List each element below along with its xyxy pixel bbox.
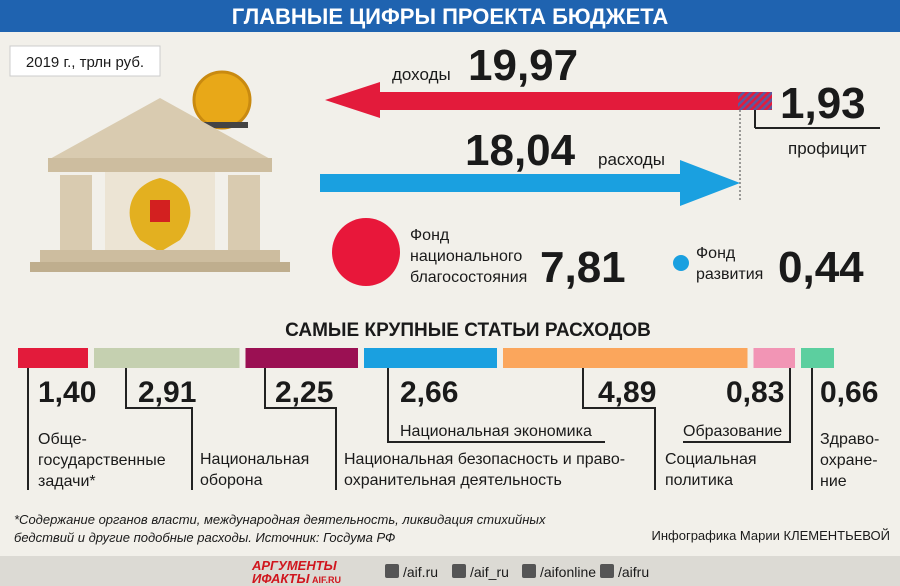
footer-bar	[0, 556, 900, 586]
expense-value: 0,83	[726, 376, 784, 409]
expense-label: Социальная	[665, 451, 757, 468]
social-handle: /aifru	[618, 564, 649, 580]
social-handle: /aifonline	[540, 564, 596, 580]
title-banner	[0, 0, 900, 32]
expense-label: Обще-	[38, 431, 87, 448]
spending-value: 18,04	[465, 126, 576, 175]
fund-label: национального	[410, 248, 522, 265]
fund-label: Фонд	[696, 245, 736, 262]
expense-label: политика	[665, 472, 733, 489]
building-icon	[30, 70, 290, 272]
social-handle: /aif.ru	[403, 564, 438, 580]
expense-value: 4,89	[598, 376, 656, 409]
expense-label: ние	[820, 473, 847, 490]
expense-label: Здраво-	[820, 431, 879, 448]
revenue-arrow	[325, 82, 740, 118]
expense-label: оборона	[200, 472, 263, 489]
fund-label: Фонд	[410, 227, 450, 244]
fund-label: развития	[696, 266, 763, 283]
leader-line	[683, 368, 791, 443]
social-handle: /aif_ru	[470, 564, 509, 580]
expense-label: задачи*	[38, 473, 96, 490]
title: ГЛАВНЫЕ ЦИФРЫ ПРОЕКТА БЮДЖЕТА	[232, 4, 669, 29]
expense-segment	[364, 348, 497, 368]
expense-segment	[245, 348, 358, 368]
social-icon	[385, 564, 399, 578]
social-icon	[600, 564, 614, 578]
leader-line	[125, 368, 193, 490]
logo: ИФАКТЫ	[252, 571, 310, 586]
leader-line	[582, 368, 656, 490]
expense-segment	[18, 348, 88, 368]
expense-label: Национальная безопасность и право-	[344, 451, 625, 468]
fund-dot	[332, 218, 400, 286]
fund-label: благосостояния	[410, 269, 527, 286]
footnote: бедствий и другие подобные расходы. Исто…	[14, 530, 395, 545]
spending-label: расходы	[598, 150, 665, 169]
expense-label: охранительная деятельность	[344, 472, 562, 489]
expense-segment	[753, 348, 795, 368]
surplus-label: профицит	[788, 139, 867, 158]
revenue-value: 19,97	[468, 41, 578, 90]
expense-segment	[503, 348, 748, 368]
surplus-part	[738, 92, 772, 110]
expense-value: 2,91	[138, 376, 196, 409]
revenue-label: доходы	[392, 65, 451, 84]
logo: AIF.RU	[312, 575, 341, 585]
logo: АРГУМЕНТЫ	[251, 558, 338, 573]
fund-dot	[673, 255, 689, 271]
expense-label: Национальная	[200, 451, 309, 468]
expense-segment	[94, 348, 240, 368]
unit-box	[9, 45, 161, 77]
leader-line	[264, 368, 337, 490]
spending-arrow	[320, 160, 740, 206]
unit-note: 2019 г., трлн руб.	[26, 54, 144, 71]
expense-value: 2,25	[275, 376, 333, 409]
footnote: *Содержание органов власти, международна…	[14, 512, 546, 527]
fund-value: 0,44	[778, 243, 864, 292]
expense-value: 1,40	[38, 376, 96, 409]
expense-label: Образование	[683, 423, 782, 440]
section-title: САМЫЕ КРУПНЫЕ СТАТЬИ РАСХОДОВ	[285, 320, 651, 341]
expense-segment	[801, 348, 834, 368]
social-icon	[522, 564, 536, 578]
expense-label: охране-	[820, 452, 878, 469]
expense-label: государственные	[38, 452, 166, 469]
surplus-value: 1,93	[780, 79, 866, 128]
expense-value: 2,66	[400, 376, 458, 409]
credit: Инфографика Марии КЛЕМЕНТЬЕВОЙ	[652, 528, 891, 543]
fund-value: 7,81	[540, 243, 626, 292]
expense-value: 0,66	[820, 376, 878, 409]
leader-line	[387, 368, 605, 443]
social-icon	[452, 564, 466, 578]
expense-label: Национальная экономика	[400, 423, 592, 440]
